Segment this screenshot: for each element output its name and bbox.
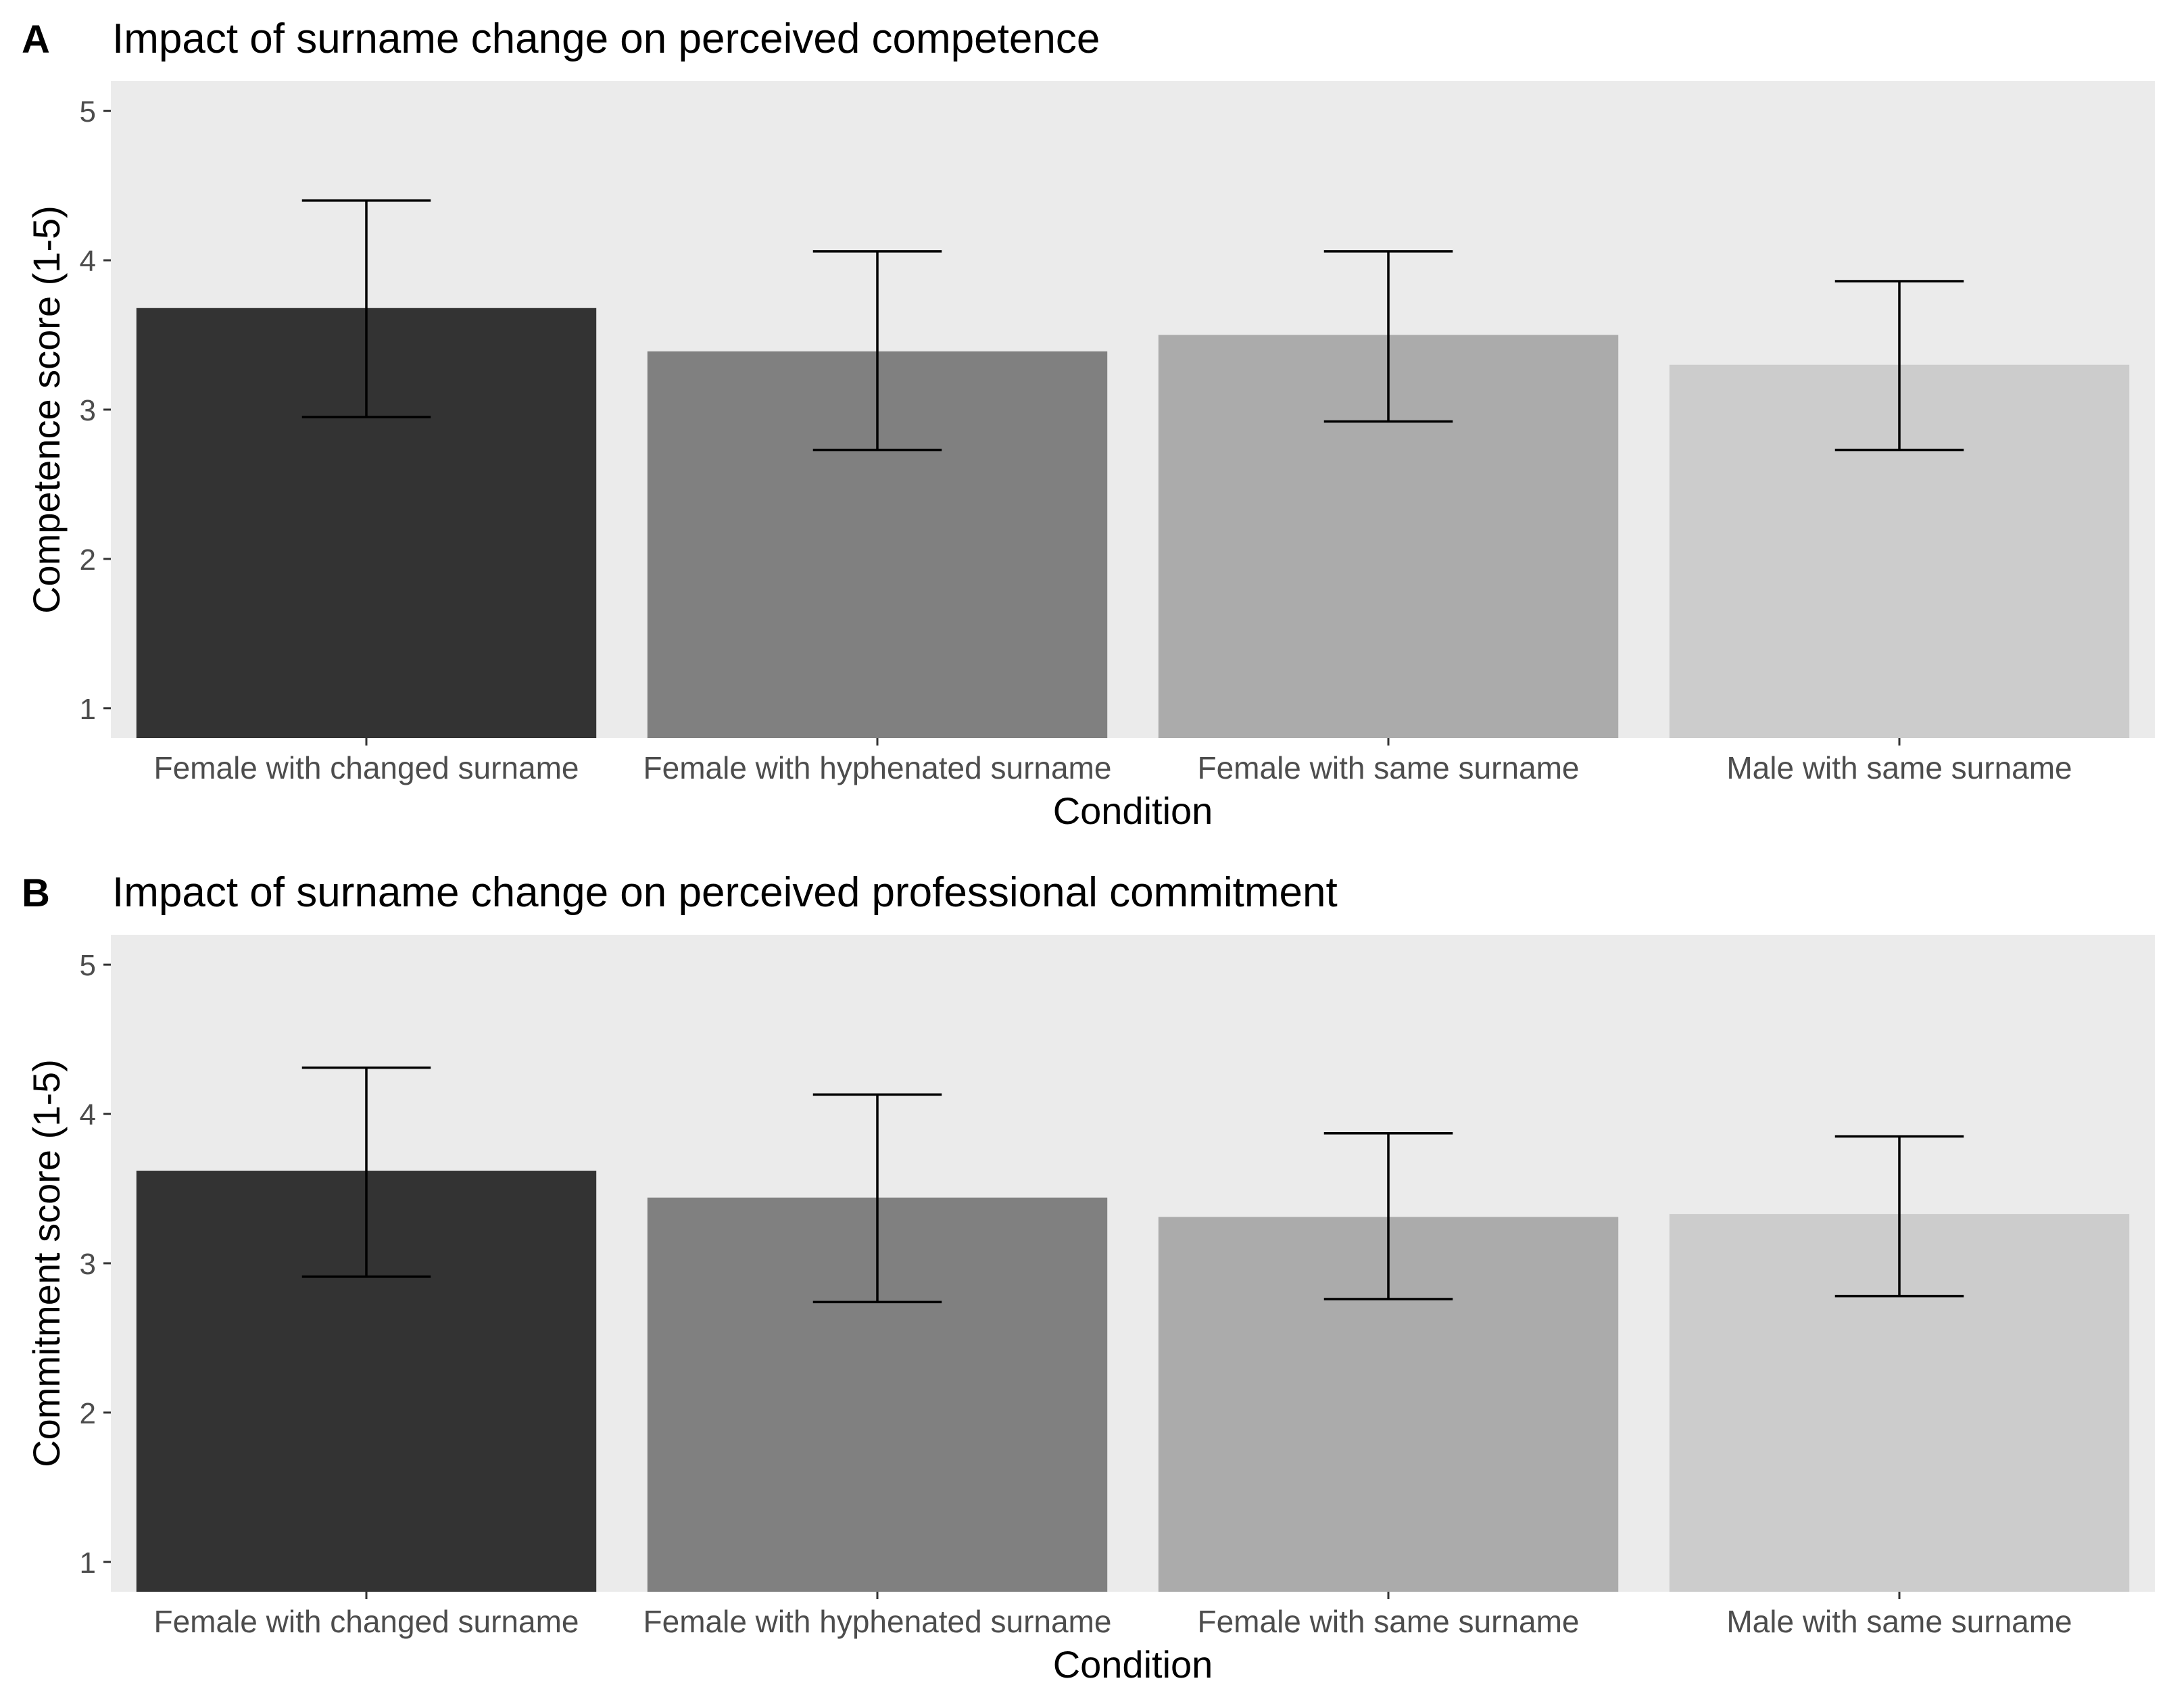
x-tick-label: Female with same surname — [1198, 1604, 1580, 1639]
y-tick-label: 5 — [80, 95, 96, 128]
bar-chart-commitment: 1 2 3 4 5 Female with changed surname Female w… — [25, 935, 2155, 1686]
error-bar — [812, 1093, 942, 1304]
x-tick-label: Male with same surname — [1726, 750, 2072, 785]
y-tick-label: 3 — [80, 1248, 96, 1281]
panel-letter: A — [22, 18, 50, 62]
error-bar — [1323, 250, 1453, 423]
x-tick-label: Female with changed surname — [154, 750, 579, 785]
y-tick-label: 3 — [80, 394, 96, 427]
y-tick-label: 2 — [80, 1397, 96, 1430]
error-bar — [1834, 1135, 1964, 1298]
chart-title: Impact of surname change on perceived pr… — [112, 869, 1338, 916]
x-tick-label: Male with same surname — [1726, 1604, 2072, 1639]
panel-letter: B — [22, 871, 50, 915]
x-axis-title: Condition — [1053, 1643, 1213, 1686]
panel-a: A Impact of surname change on perceived … — [22, 16, 2155, 832]
panel-b: B Impact of surname change on perceived … — [0, 854, 2165, 1707]
y-tick-label: 1 — [80, 1546, 96, 1580]
error-bar — [1834, 280, 1964, 452]
x-tick-label: Female with hyphenated surname — [643, 750, 1112, 785]
bar-chart-competence: 1 2 3 4 5 Female with changed surname Female w… — [25, 81, 2155, 832]
y-tick-label: 2 — [80, 543, 96, 577]
error-bar — [301, 1066, 431, 1278]
x-tick-label: Female with same surname — [1198, 750, 1580, 785]
y-axis-title: Commitment score (1-5) — [25, 1059, 68, 1467]
error-bar — [812, 250, 942, 452]
x-tick-label: Female with changed surname — [154, 1604, 579, 1639]
error-bar — [1323, 1132, 1453, 1300]
y-axis-title: Competence score (1-5) — [25, 205, 68, 614]
x-tick-label: Female with hyphenated surname — [643, 1604, 1112, 1639]
y-tick-label: 4 — [80, 245, 96, 278]
x-axis-title: Condition — [1053, 789, 1213, 832]
chart-title: Impact of surname change on perceived co… — [112, 16, 1100, 62]
y-tick-label: 5 — [80, 949, 96, 982]
y-tick-label: 1 — [80, 693, 96, 726]
error-bar — [301, 199, 431, 418]
y-tick-label: 4 — [80, 1098, 96, 1131]
